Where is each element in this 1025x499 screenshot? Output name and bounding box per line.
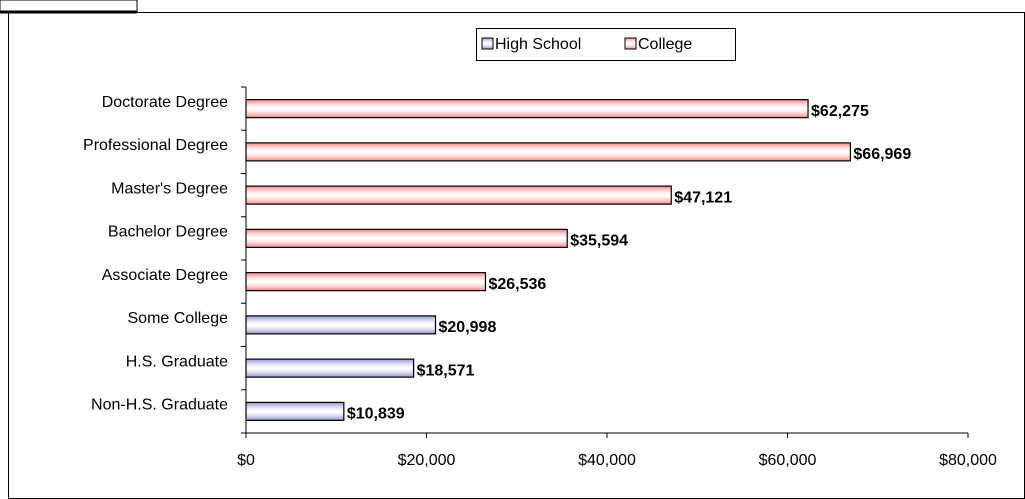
y-tick-label: H.S. Graduate [126,353,228,370]
y-tick-label: Master's Degree [111,180,228,197]
bar [245,142,851,162]
x-tick-label: $20,000 [398,452,456,469]
y-tick-label: Doctorate Degree [102,94,228,111]
value-label: $66,969 [853,146,911,163]
bar [245,315,437,335]
legend-swatch [624,37,637,50]
x-tick-label: $0 [237,452,255,469]
legend-box [476,28,736,61]
bar [245,272,487,292]
value-label: $20,998 [439,319,497,336]
bar [245,401,345,421]
x-tick-label: $40,000 [578,452,636,469]
y-tick-label: Associate Degree [102,267,228,284]
value-label: $47,121 [674,189,732,206]
y-tick-label: Some College [128,310,229,327]
legend-label: College [638,36,692,53]
bar [245,358,415,378]
x-tick-label: $80,000 [939,452,997,469]
bar [245,99,809,119]
y-tick-label: Bachelor Degree [108,224,228,241]
value-label: $62,275 [811,103,869,120]
x-tick-label: $60,000 [759,452,817,469]
bar [245,228,568,248]
value-label: $26,536 [488,276,546,293]
value-label: $35,594 [570,233,628,250]
legend-swatch [481,37,494,50]
y-tick-label: Non-H.S. Graduate [91,397,228,414]
value-label: $18,571 [417,362,475,379]
legend-label: High School [495,36,581,53]
y-tick-label: Professional Degree [83,137,228,154]
bar [245,185,672,205]
value-label: $10,839 [347,406,405,423]
